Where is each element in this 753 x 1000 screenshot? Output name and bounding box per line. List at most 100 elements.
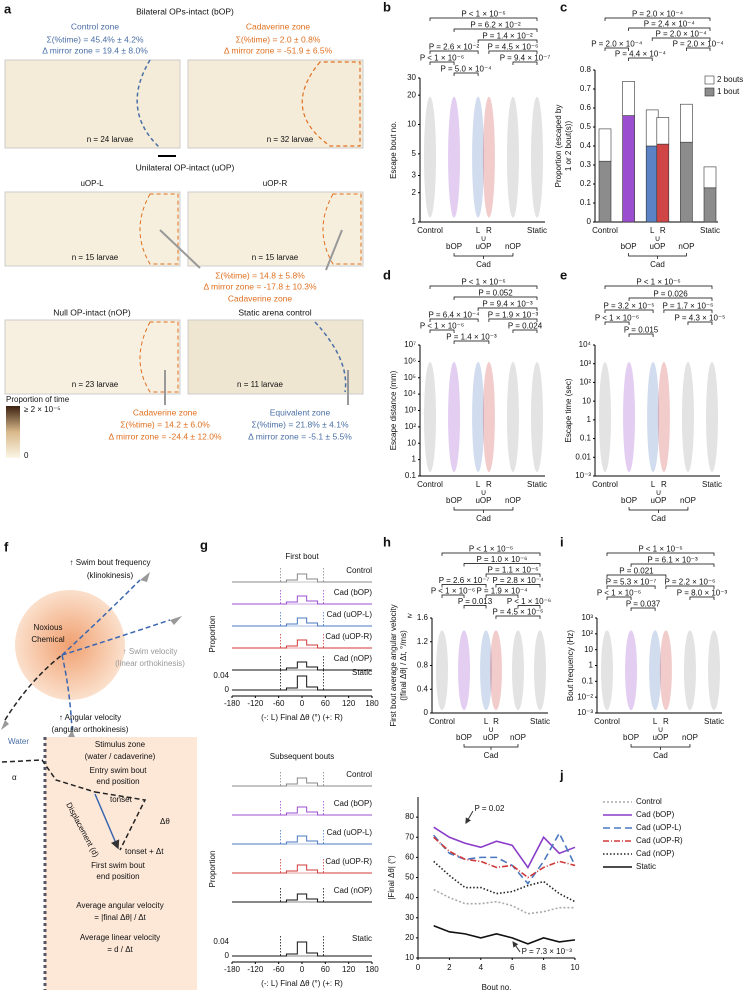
y-axis-label: Escape time (sec) — [564, 378, 573, 442]
y-tick-label: 50 — [405, 873, 414, 882]
significance-bracket — [453, 72, 479, 76]
x-tick-label: Cad — [476, 260, 491, 269]
p-value: P < 1 × 10⁻⁶ — [469, 545, 513, 554]
p-value: P = 5.0 × 10⁻⁴ — [441, 65, 493, 74]
zone-stat: Σ(%time) = 2.0 ± 0.8% — [236, 34, 321, 44]
y-tick-label: 10 — [407, 120, 416, 129]
x-tick-label: uOP — [650, 496, 666, 505]
x-tick-label: nOP — [680, 496, 696, 505]
y-tick-label: 0 — [587, 217, 592, 226]
bar-segment — [703, 187, 717, 223]
panel-label: j — [559, 767, 564, 782]
y-tick-label: 1 — [587, 415, 592, 424]
distribution — [659, 630, 672, 711]
x-tick-label: Cad — [651, 514, 666, 523]
annotation: Average angular velocity — [76, 901, 163, 910]
x-tick-label: Static — [700, 226, 720, 235]
distribution — [649, 630, 662, 711]
x-tick-label: Cad — [476, 514, 491, 523]
x-axis-label: Bout no. — [482, 983, 512, 992]
significance-bracket — [463, 605, 487, 609]
zone-label: Cadaverine zone — [246, 21, 311, 31]
significance-bracket — [477, 307, 538, 311]
p-value: P = 4.4 × 10⁻⁴ — [615, 50, 667, 59]
y-tick-label: 0 — [225, 685, 230, 694]
x-tick-label: R — [486, 226, 492, 235]
group-title: uOP-R — [263, 179, 288, 188]
row-label: Cad (uOP-L) — [327, 828, 373, 837]
legend-label: Control — [636, 797, 662, 806]
p-value: P = 1.4 × 10⁻² — [482, 32, 533, 41]
y-tick-label: 40 — [405, 893, 414, 902]
y-tick-label: 0.2 — [580, 179, 592, 188]
x-tick-label: uOP — [649, 242, 665, 251]
annotation: (angular orthokinesis) — [52, 725, 129, 734]
y-tick-label: 10⁻³ — [575, 471, 591, 480]
x-tick-label: Control — [417, 226, 443, 235]
x-tick-label: ∪ — [481, 234, 487, 243]
trajectory — [61, 579, 171, 731]
y-tick-label: 10⁻³ — [577, 708, 593, 717]
p-value: P = 2.0 × 10⁻⁴ — [591, 40, 643, 49]
significance-bracket — [606, 574, 667, 578]
significance-bracket — [630, 607, 656, 611]
panel-label: g — [200, 537, 208, 552]
y-tick-label: 10³ — [581, 613, 593, 622]
annotation: Chemical — [31, 635, 65, 644]
significance-bracket — [606, 552, 715, 556]
significance-bracket — [628, 297, 713, 301]
colorbar-title: Proportion of time — [6, 395, 70, 404]
significance-bracket — [441, 594, 465, 598]
p-value: P = 6.1 × 10⁻³ — [647, 556, 698, 565]
y-tick-label: 1 — [412, 217, 417, 226]
pointer — [159, 229, 201, 269]
panel-label: a — [4, 1, 12, 16]
trajectory — [1, 759, 96, 793]
bar-segment — [680, 103, 693, 143]
distribution — [531, 362, 543, 473]
distribution — [480, 630, 493, 711]
n-label: n = 32 larvae — [267, 135, 314, 144]
y-tick-label: 0.01 — [575, 452, 591, 461]
annotation: ↑ Swim velocity — [123, 647, 178, 656]
annotation: (linear orthokinesis) — [115, 659, 185, 668]
x-tick-label: bOP — [623, 733, 639, 742]
p-value: P = 5.3 × 10⁻⁷ — [606, 578, 657, 587]
zone-outline — [322, 193, 362, 265]
series-line — [433, 831, 576, 885]
annotation: First swim bout — [91, 861, 146, 870]
distribution — [489, 630, 502, 711]
n-label: n = 15 larvae — [72, 253, 119, 262]
significance-bracket — [689, 596, 715, 600]
p-value: P = 2.8 × 10⁻⁴ — [492, 576, 544, 585]
bar-segment — [656, 117, 670, 145]
p-value: P = 0.026 — [653, 290, 688, 299]
distribution — [623, 362, 636, 473]
annotation: Average linear velocity — [80, 933, 160, 942]
distribution — [708, 630, 720, 711]
x-tick-label: 0 — [300, 699, 305, 708]
distribution — [681, 362, 694, 473]
significance-bracket — [453, 340, 490, 344]
y-tick-label: 10⁷ — [404, 340, 416, 349]
annotation: Δθ — [160, 817, 170, 826]
x-tick-label: L — [484, 717, 489, 726]
y-tick-label: 10 — [407, 438, 416, 447]
histogram — [232, 941, 372, 957]
y-tick-label: 5 — [412, 149, 417, 158]
significance-bracket — [665, 585, 715, 589]
annotation: (water / cadaverine) — [85, 752, 156, 761]
group-title: Bilateral OPs-intact (bOP) — [136, 6, 234, 16]
x-tick-label: -60 — [273, 699, 285, 708]
significance-bracket — [604, 321, 630, 325]
significance-bracket — [628, 333, 654, 337]
p-value: P = 2.4 × 10⁻⁴ — [644, 20, 696, 29]
p-value: P = 0.013 — [458, 597, 493, 606]
y-tick-label: 0.1 — [405, 471, 417, 480]
histogram — [232, 617, 372, 627]
distribution — [472, 96, 485, 218]
y-tick-label: 10³ — [404, 406, 416, 415]
row-label: Cad (nOP) — [334, 886, 373, 895]
p-value: P = 3.2 × 10⁻⁵ — [604, 302, 655, 311]
annotation: ↑ Swim bout frequency — [70, 558, 151, 567]
